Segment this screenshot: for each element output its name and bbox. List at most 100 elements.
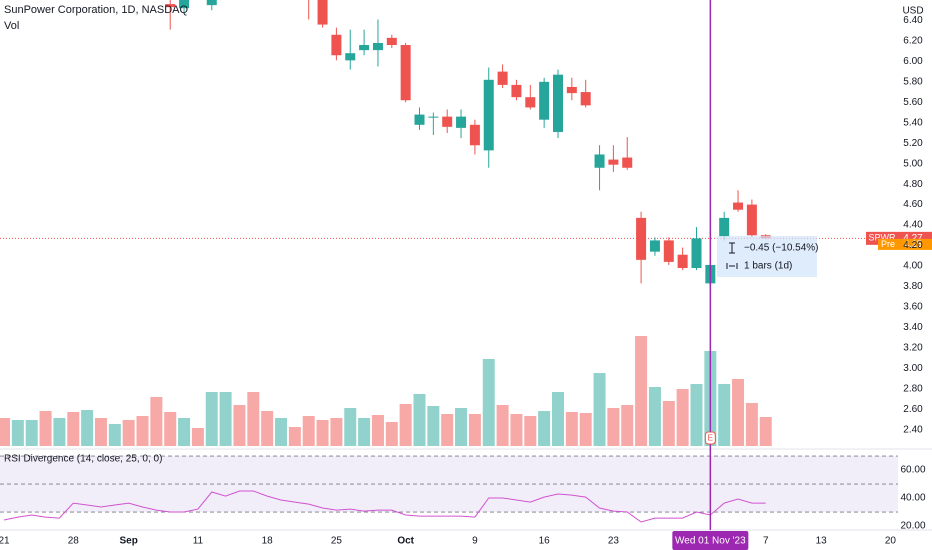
x-tick-label: Oct <box>397 536 414 547</box>
volume-bar <box>261 411 274 446</box>
volume-bar <box>247 392 260 446</box>
candle-body <box>746 204 757 236</box>
volume-bar <box>219 392 232 446</box>
x-tick-label: 13 <box>816 536 828 547</box>
chart-title: SunPower Corporation, 1D, NASDAQ <box>4 4 188 16</box>
candle-body <box>483 79 494 151</box>
rsi-tick-label: 40.00 <box>900 493 925 504</box>
candle-body <box>733 202 744 210</box>
volume-bar <box>233 405 246 446</box>
volume-bar <box>565 412 578 446</box>
y-tick-label: 3.60 <box>903 302 923 313</box>
candle-body <box>414 114 425 125</box>
candle-body <box>580 92 591 106</box>
volume-bar <box>53 418 66 446</box>
volume-bar <box>11 420 24 446</box>
volume-label: Vol <box>4 20 19 32</box>
y-tick-label: 3.20 <box>903 342 923 353</box>
x-tick-label: 11 <box>193 536 204 547</box>
candle-body <box>345 53 356 61</box>
volume-bar <box>510 414 523 446</box>
currency-label: USD <box>902 6 923 17</box>
measure-icon <box>729 242 735 254</box>
volume-bar <box>39 411 52 446</box>
x-tick-label: 23 <box>608 536 620 547</box>
volume-bar <box>191 428 204 446</box>
candle-body <box>663 240 674 262</box>
crosshair-date: Wed 01 Nov '23 <box>675 536 746 547</box>
candle-body <box>566 86 577 94</box>
volume-bar <box>427 406 440 446</box>
volume-bar <box>108 424 121 446</box>
candle-body <box>608 159 619 165</box>
volume-bar <box>371 415 384 446</box>
y-tick-label: 4.40 <box>903 220 923 231</box>
crosshair-date-box <box>672 531 749 550</box>
pre-price-tag <box>898 238 932 250</box>
volume-bar <box>732 379 745 446</box>
symbol-label: SPWR <box>869 233 897 243</box>
volume-bar <box>579 413 592 446</box>
candle-body <box>400 45 411 101</box>
rsi-tick-label: 20.00 <box>900 521 925 532</box>
candle-body <box>469 124 480 146</box>
volume-bar <box>482 359 495 446</box>
volume-bar <box>441 414 454 446</box>
candle-body <box>677 254 688 269</box>
x-tick-label: 18 <box>262 536 274 547</box>
volume-bar <box>745 403 758 446</box>
candle-body <box>622 157 633 168</box>
candle-body <box>594 154 605 168</box>
volume-bar <box>607 408 620 446</box>
volume-layer <box>0 336 772 446</box>
overlay-layer: Wed 01 Nov '23 E −0.45 (−10.54%) 1 bars (1d… <box>672 0 932 550</box>
y-tick-label: 5.80 <box>903 76 923 87</box>
volume-bar <box>205 392 218 446</box>
volume-bar <box>385 422 398 446</box>
measure-change: −0.45 (−10.54%) <box>744 243 819 254</box>
volume-bar <box>468 414 481 446</box>
rsi-pane <box>0 452 898 528</box>
candle-body <box>719 217 730 237</box>
pre-price-label: 4.25 <box>904 239 922 249</box>
candle-body <box>691 238 702 269</box>
measure-bars: 1 bars (1d) <box>744 261 792 272</box>
y-tick-label: 3.80 <box>903 281 923 292</box>
candle-body <box>317 0 328 25</box>
volume-bar <box>662 401 675 446</box>
candle-body <box>442 116 453 127</box>
y-tick-label: 5.40 <box>903 117 923 128</box>
y-tick-label: 2.80 <box>903 383 923 394</box>
y-tick-label: 4.80 <box>903 179 923 190</box>
x-tick-label: Sep <box>119 536 137 547</box>
pre-tag <box>878 238 898 250</box>
price-tag-label: 4.27 <box>903 233 923 244</box>
y-tick-label: 2.60 <box>903 404 923 415</box>
candle-body <box>552 74 563 132</box>
volume-bar <box>164 412 177 446</box>
candle-body <box>179 0 190 9</box>
candle-body <box>525 97 536 108</box>
y-tick-label: 5.20 <box>903 138 923 149</box>
candle-body <box>165 4 176 8</box>
candle-body <box>511 84 522 98</box>
candle-body <box>331 34 342 56</box>
volume-bar <box>150 397 163 446</box>
volume-bar <box>593 373 606 446</box>
price-layer <box>0 0 898 286</box>
y-tick-label: 4.00 <box>903 261 923 272</box>
y-tick-label: 3.00 <box>903 363 923 374</box>
candle-body <box>386 37 397 46</box>
bars-icon <box>726 263 738 269</box>
volume-bar <box>302 416 315 446</box>
volume-bar <box>178 418 191 446</box>
volume-bar <box>330 418 343 446</box>
volume-bar <box>413 394 426 446</box>
x-tick-label: 9 <box>472 536 478 547</box>
candle-body <box>636 217 647 260</box>
candle-body <box>497 71 508 85</box>
earnings-marker <box>704 431 716 445</box>
x-tick-label: 7 <box>763 536 769 547</box>
pre-label: Pre <box>881 239 895 249</box>
